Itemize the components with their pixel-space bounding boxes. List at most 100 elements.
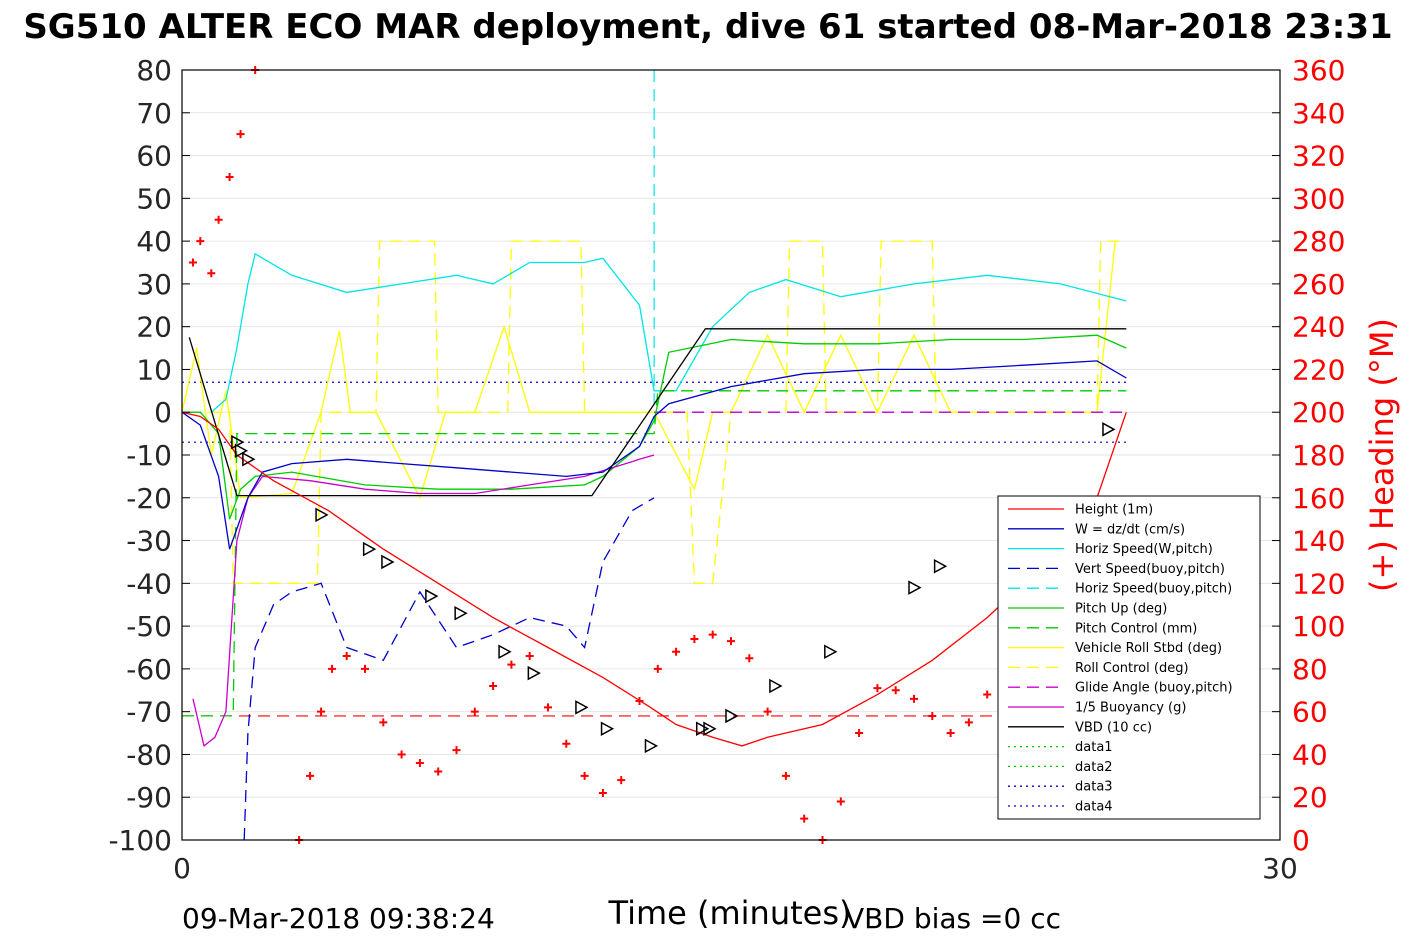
x-tick-label: 0 (173, 852, 191, 885)
left-tick-label: -70 (126, 696, 172, 729)
heading-marker (964, 718, 973, 727)
legend-label-data4: data4 (1075, 800, 1113, 815)
heading-marker (635, 696, 644, 705)
right-tick-label: 280 (1292, 225, 1345, 258)
heading-marker (873, 684, 882, 693)
heading-marker (946, 729, 955, 738)
heading-marker (708, 630, 717, 639)
heading-marker (891, 686, 900, 695)
heading-marker (745, 654, 754, 663)
heading-marker (928, 711, 937, 720)
heading-marker (800, 814, 809, 823)
vbd-triangle-marker (644, 738, 659, 754)
left-tick-label: -50 (126, 610, 172, 643)
legend-label-roll: Vehicle Roll Stbd (deg) (1075, 641, 1222, 656)
right-tick-label: 0 (1292, 824, 1310, 857)
heading-marker (562, 739, 571, 748)
legend-label-buoyancy: 1/5 Buoyancy (g) (1075, 701, 1186, 716)
series-pitch (182, 334, 1127, 520)
heading-marker (188, 258, 197, 267)
right-tick-label: 180 (1292, 439, 1345, 472)
right-tick-label: 140 (1292, 525, 1345, 558)
left-tick-label: 40 (136, 225, 172, 258)
right-tick-label: 300 (1292, 182, 1345, 215)
footer-vbd-bias: VBD bias =0 cc (845, 902, 1061, 935)
heading-marker (617, 776, 626, 785)
left-y-axis: 80 70 60 50 40 30 20 10 0 -10 -20 -30 -40 -50 -60 -70 -8… (108, 54, 190, 857)
vbd-triangle-marker (908, 580, 922, 595)
vbd-triangle-marker (234, 443, 249, 458)
right-tick-label: 160 (1292, 482, 1345, 515)
heading-marker (653, 664, 662, 673)
heading-marker (580, 771, 589, 780)
series-group (181, 70, 1127, 841)
left-tick-label: -10 (126, 439, 172, 472)
vbd-triangle-marker (527, 665, 541, 681)
heading-marker (983, 690, 992, 699)
left-tick-label: -60 (126, 653, 172, 686)
legend-label-glide: Glide Angle (buoy,pitch) (1075, 681, 1233, 696)
heading-marker (836, 797, 845, 806)
vbd-triangle-marker (725, 708, 739, 724)
heading-marker (397, 750, 406, 759)
heading-marker (672, 647, 681, 656)
left-tick-label: -20 (126, 482, 172, 515)
legend-label-roll-ctrl: Roll Control (deg) (1075, 661, 1189, 676)
heading-marker (781, 771, 790, 780)
series-vbd (188, 328, 1127, 497)
left-tick-label: 0 (154, 396, 172, 429)
right-tick-label: 220 (1292, 353, 1345, 386)
legend-label-horiz-w: Horiz Speed(W,pitch) (1075, 542, 1213, 557)
legend-label-vbd: VBD (10 cc) (1075, 720, 1152, 735)
heading-marker (434, 767, 443, 776)
vbd-triangle-marker (933, 558, 948, 574)
heading-marker (317, 707, 326, 716)
heading-marker (236, 130, 245, 139)
left-tick-label: 30 (136, 268, 172, 301)
vbd-triangle-marker (381, 554, 395, 570)
right-tick-label: 260 (1292, 268, 1345, 301)
vbd-triangle-marker (600, 721, 615, 737)
right-tick-label: 40 (1292, 738, 1328, 771)
left-tick-label: 20 (136, 311, 172, 344)
right-tick-label: 20 (1292, 781, 1328, 814)
left-tick-label: 60 (136, 140, 172, 173)
series-buoyancy (192, 454, 655, 748)
right-tick-label: 320 (1292, 140, 1345, 173)
heading-marker (342, 652, 351, 661)
right-y-axis-label: (+) Heading (°M) (1363, 318, 1401, 592)
left-tick-label: 10 (136, 353, 172, 386)
vbd-triangle-marker (1102, 422, 1116, 437)
heading-marker (361, 664, 369, 673)
heading-marker (598, 788, 607, 797)
x-axis: 0 30 (173, 832, 1298, 885)
vbd-triangle-marker (362, 541, 377, 557)
heading-marker (379, 718, 388, 727)
series-height (181, 411, 1127, 747)
left-tick-label: -40 (126, 567, 172, 600)
vbd-triangle-marker (695, 721, 710, 737)
heading-marker (763, 707, 772, 716)
right-tick-label: 80 (1292, 653, 1328, 686)
vbd-triangle-marker (315, 507, 329, 523)
right-tick-label: 240 (1292, 311, 1345, 344)
heading-marker (525, 652, 534, 661)
vbd-triangle-marker (454, 606, 468, 621)
vbd-triangle-marker (425, 588, 439, 604)
legend-label-data3: data3 (1075, 780, 1113, 795)
right-tick-label: 60 (1292, 696, 1328, 729)
heading-marker (207, 269, 216, 278)
footer-timestamp: 09-Mar-2018 09:38:24 (182, 902, 495, 935)
vbd-triangle-marker (703, 721, 717, 737)
heading-marker (489, 682, 498, 690)
x-tick-label: 30 (1262, 852, 1298, 885)
heading-marker (415, 759, 424, 767)
right-tick-label: 200 (1292, 396, 1345, 429)
right-tick-label: 340 (1292, 97, 1345, 130)
left-tick-label: -80 (126, 738, 172, 771)
heading-marker (544, 703, 552, 712)
heading-marker (225, 172, 234, 181)
legend-label-height: Height (1m) (1075, 503, 1153, 518)
legend-label-w: W = dz/dt (cm/s) (1075, 522, 1185, 537)
vbd-triangle-marker (498, 644, 512, 660)
